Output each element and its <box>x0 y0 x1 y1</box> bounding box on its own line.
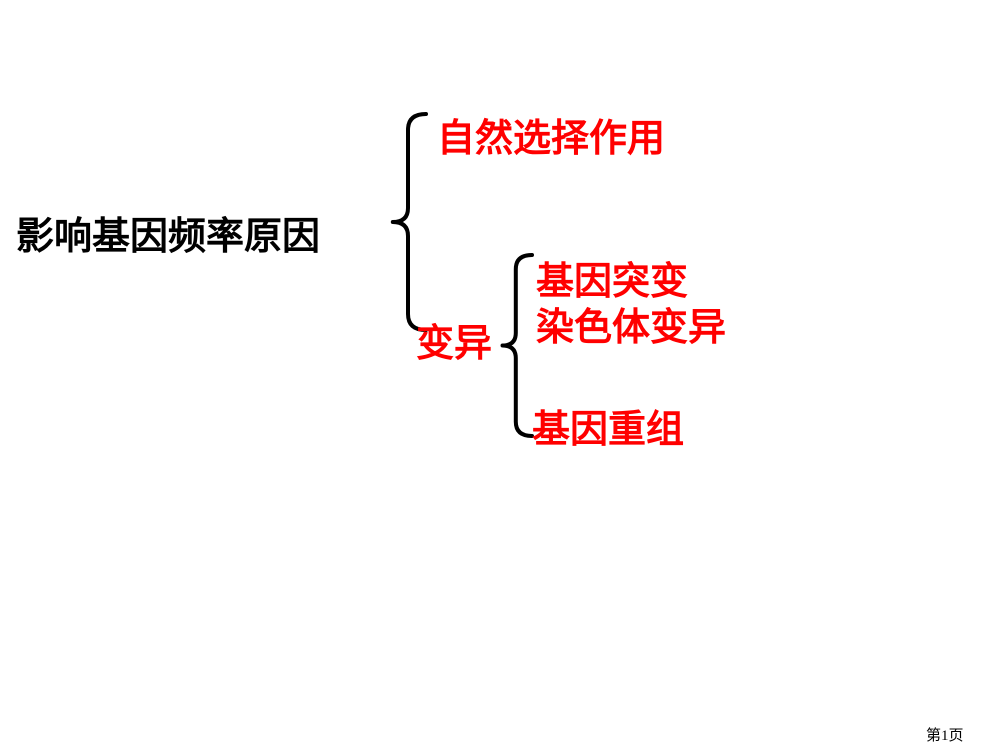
brace-1 <box>388 112 428 332</box>
root-label: 影响基因频率原因 <box>16 205 320 260</box>
level1-item-variation: 变异 <box>416 312 492 367</box>
level1-item-natural-selection: 自然选择作用 <box>437 107 665 162</box>
level2-item-chromosome-variation: 染色体变异 <box>536 296 726 351</box>
page-number: 第1页 <box>926 724 964 745</box>
brace-2 <box>498 253 534 438</box>
level2-item-gene-recombination: 基因重组 <box>532 398 684 453</box>
